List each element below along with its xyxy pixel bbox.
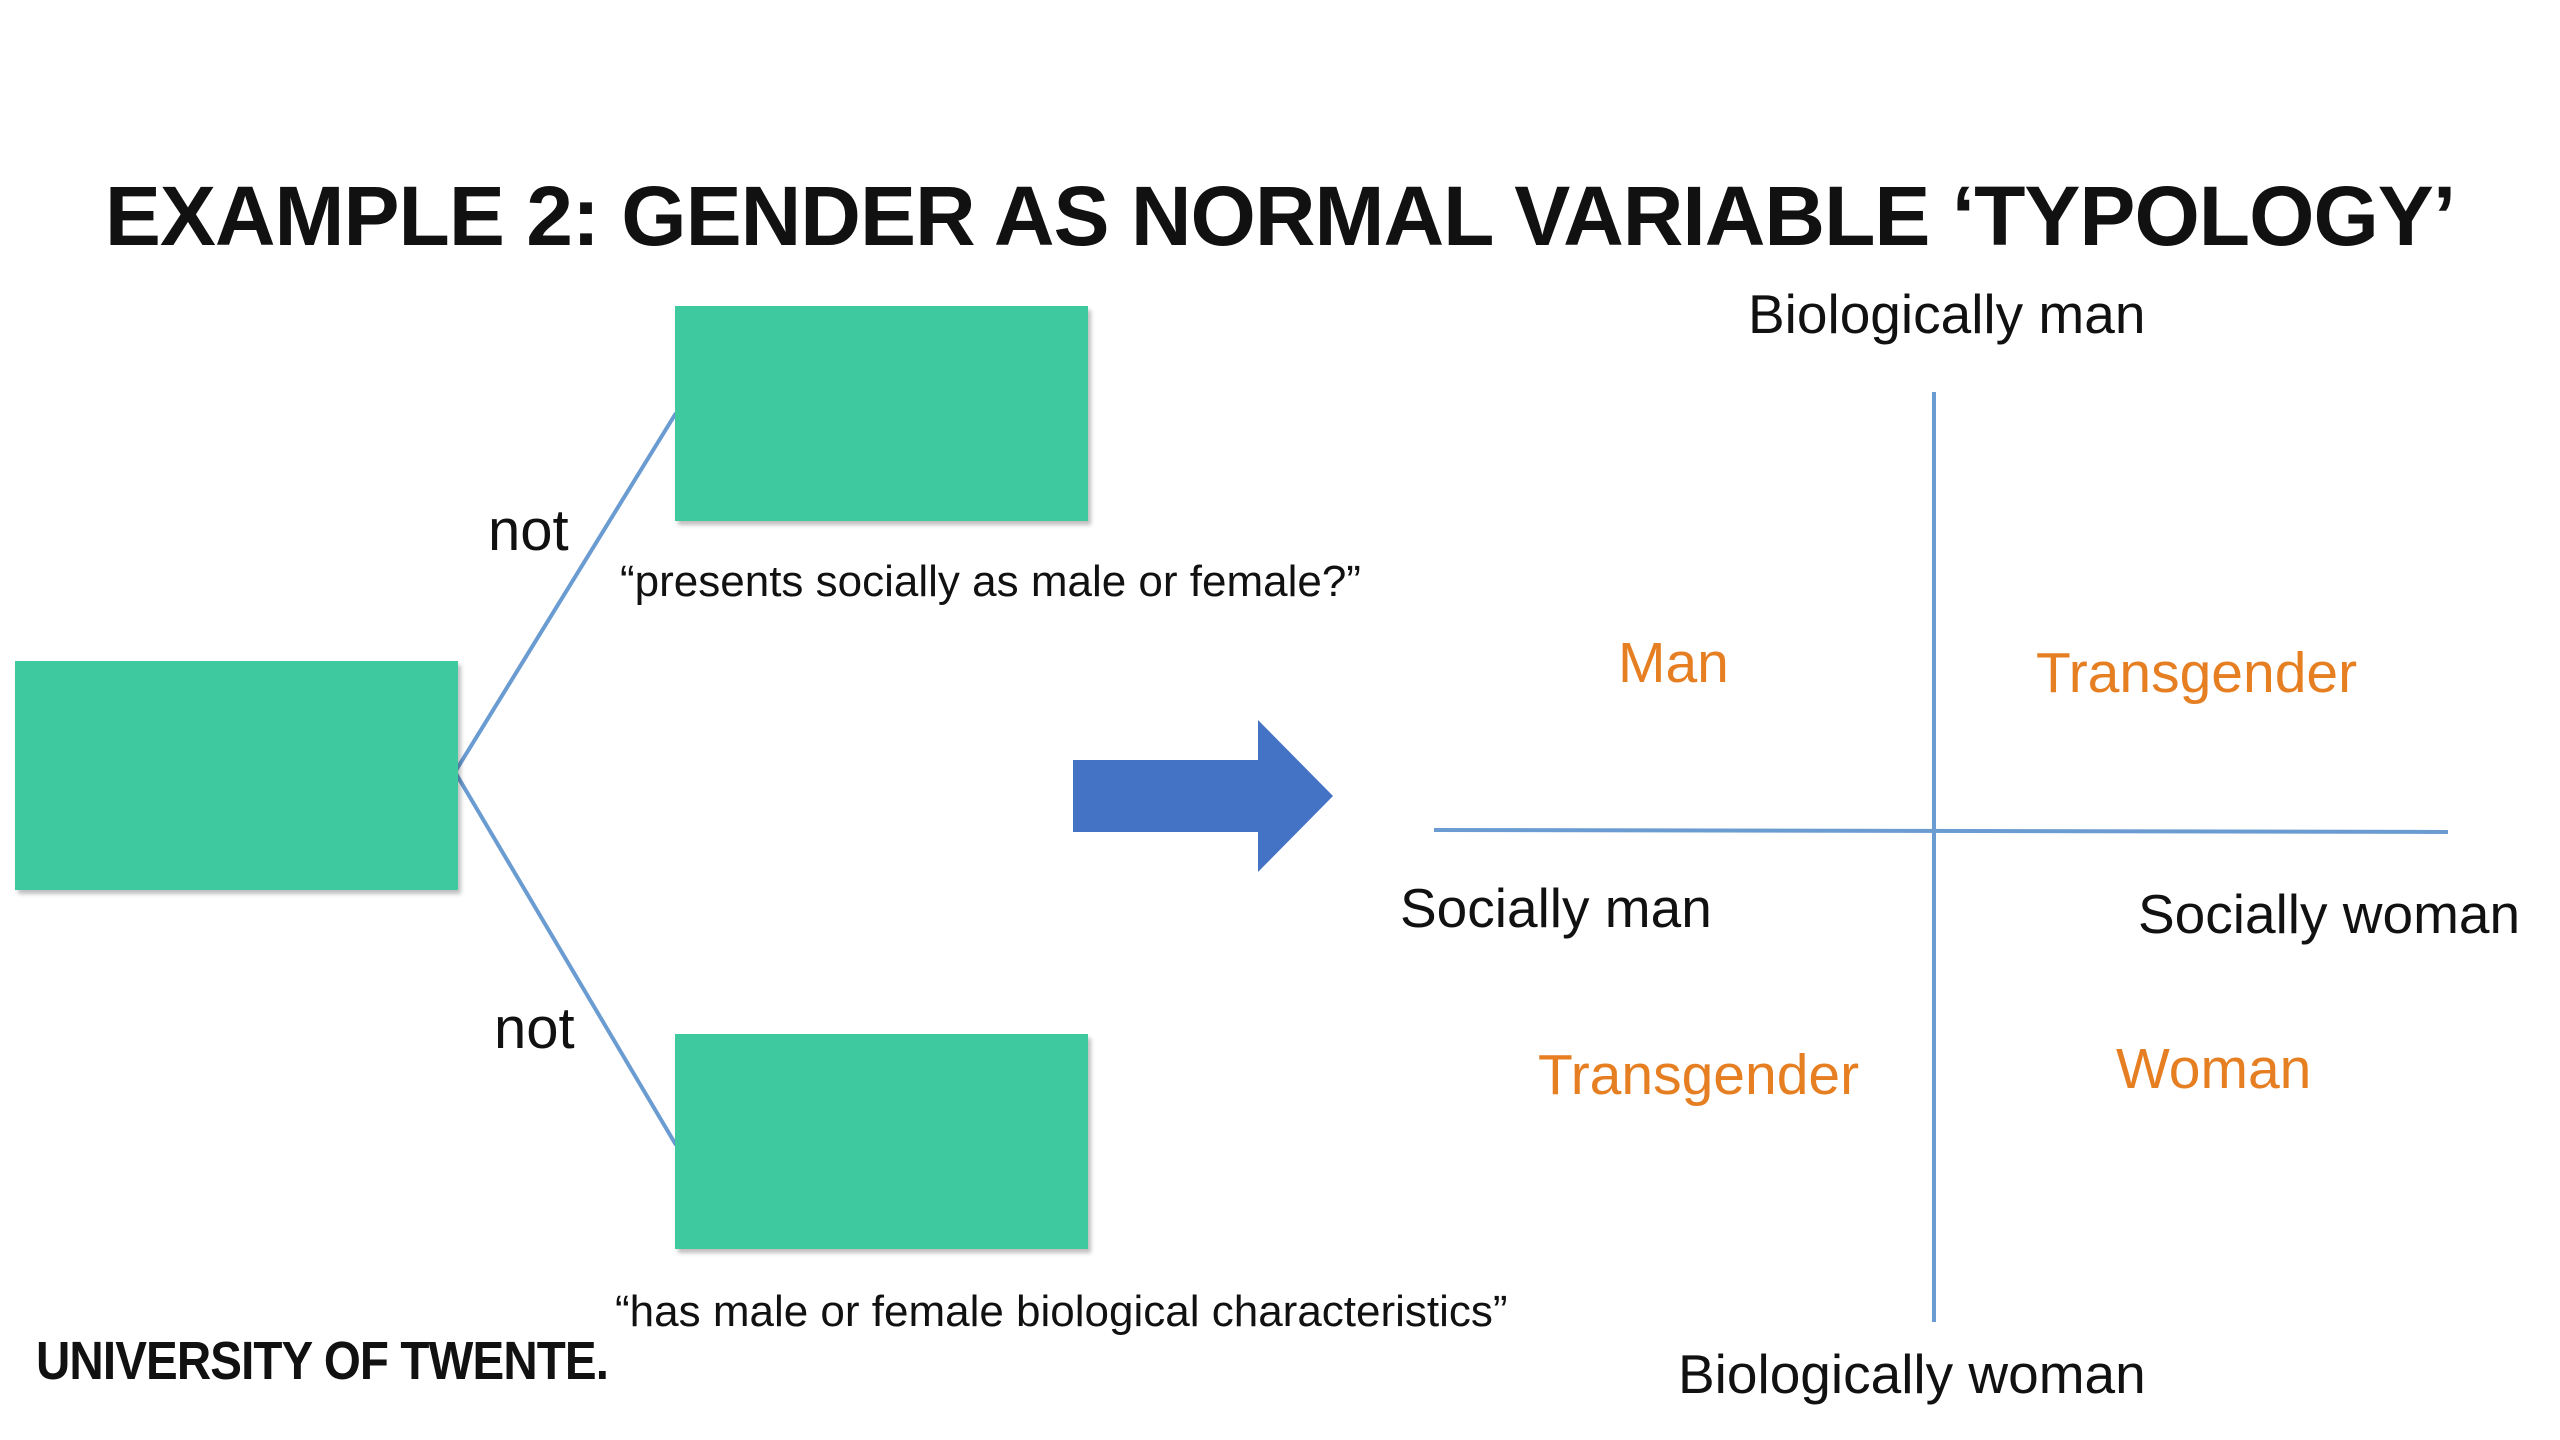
branch-top-label: not [488, 498, 569, 563]
axis-right-label: Socially woman [2138, 883, 2521, 945]
slide-title: EXAMPLE 2: GENDER AS NORMAL VARIABLE ‘TY… [104, 169, 2456, 263]
axis-bottom-label: Biologically woman [1678, 1343, 2146, 1405]
branch-line-top [453, 411, 678, 774]
bottom-box [675, 1034, 1088, 1249]
bottom-question-label: “has male or female biological character… [615, 1287, 1508, 1336]
branch-bottom-label: not [494, 996, 575, 1061]
top-question-label: “presents socially as male or female?” [620, 557, 1361, 606]
quadrant-top-right-label: Transgender [2036, 641, 2358, 705]
axis-left-label: Socially man [1400, 877, 1712, 939]
root-box [15, 661, 458, 890]
quadrant-top-left-label: Man [1618, 631, 1729, 695]
quadrant-bottom-left-label: Transgender [1538, 1043, 1860, 1107]
horizontal-axis-line [1433, 828, 2449, 834]
university-logo: UNIVERSITY OF TWENTE. [36, 1331, 609, 1391]
branch-line-bottom [453, 770, 678, 1147]
quadrant-bottom-right-label: Woman [2116, 1037, 2312, 1101]
axis-top-label: Biologically man [1748, 283, 2146, 345]
right-arrow-icon [1073, 720, 1333, 872]
top-box [675, 306, 1088, 521]
